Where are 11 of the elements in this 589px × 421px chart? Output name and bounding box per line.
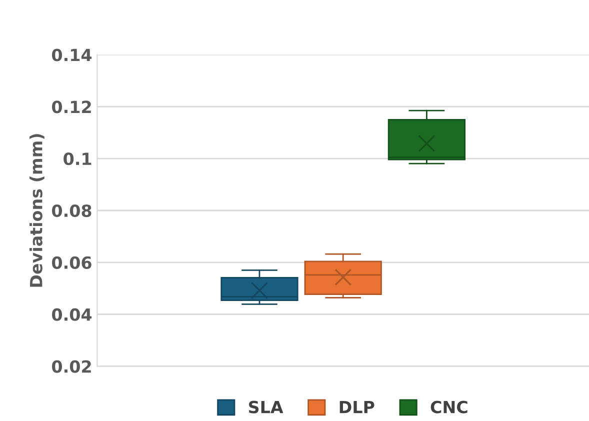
y-tick-label: 0.1 [64,152,92,166]
y-tick-label: 0.04 [52,308,92,321]
y-tick-label: 0.14 [52,48,92,62]
y-axis-title: Deviations (mm) [30,134,44,287]
y-tick-label: 0.12 [52,100,91,114]
legend-label: DLP [340,400,374,414]
legend-label: CNC [430,400,468,414]
y-tick-label: 0.06 [52,256,92,269]
y-tick-label: 0.02 [52,360,91,373]
legend-label: SLA [248,400,284,414]
y-tick-label: 0.08 [52,204,92,218]
